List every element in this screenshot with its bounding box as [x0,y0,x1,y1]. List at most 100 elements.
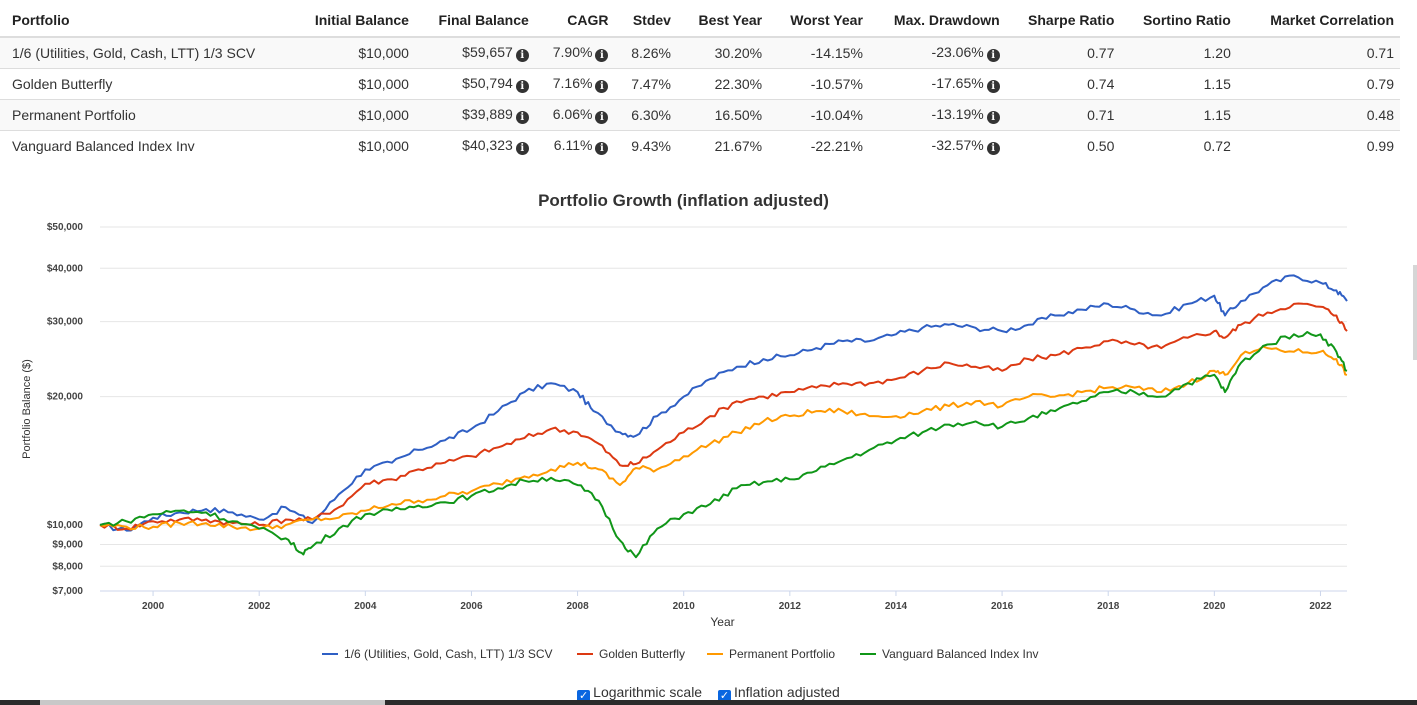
info-circle-icon[interactable]: i [986,80,1000,93]
cell-sharpe-ratio: 0.77 [1005,37,1121,69]
info-circle-icon[interactable]: i [595,111,609,124]
stdev-value: 9.43% [631,138,671,154]
series-line[interactable] [99,302,1348,531]
y-tick-label: $50,000 [47,222,84,233]
best-year-value: 21.67% [714,138,763,154]
sortino-ratio-value: 1.20 [1203,45,1231,61]
header-max-drawdown[interactable]: Max. Drawdown [868,4,1006,38]
x-tick-label: 2018 [1097,601,1120,612]
y-axis-label: Portfolio Balance ($) [21,359,33,459]
info-circle-icon[interactable]: i [595,49,609,62]
cell-sharpe-ratio: 0.74 [1005,68,1121,100]
checkbox-checked-icon[interactable]: ✓ [577,690,591,703]
final-balance-value: $39,889 [462,106,513,122]
x-tick-label: 2012 [779,601,802,612]
series-line[interactable] [99,274,1348,532]
checkbox-checked-icon[interactable]: ✓ [717,690,731,703]
legend-item[interactable]: Permanent Portfolio [729,647,835,661]
initial-balance-value: $10,000 [358,138,409,154]
cell-max-drawdown: -23.06% i [868,37,1006,69]
cell-portfolio: 1/6 (Utilities, Gold, Cash, LTT) 1/3 SCV [0,37,295,69]
cell-stdev: 6.30% [614,99,677,131]
sortino-ratio-value: 0.72 [1203,138,1231,154]
header-initial-balance[interactable]: Initial Balance [294,4,415,38]
header-stdev[interactable]: Stdev [614,4,677,38]
cell-cagr: 7.16% i [534,68,615,100]
table-row: Golden Butterfly $10,000 $50,794 i 7.16% i 7.4… [0,68,1400,100]
max-drawdown-value: -13.19% [931,106,984,122]
cell-initial-balance: $10,000 [294,99,415,131]
initial-balance-value: $10,000 [358,76,409,92]
info-circle-icon[interactable]: i [595,142,609,155]
logarithmic-scale-toggle[interactable]: ✓ Logarithmic scale [577,684,706,703]
header-cagr[interactable]: CAGR [534,4,615,38]
info-circle-icon[interactable]: i [515,80,529,93]
cagr-value: 7.16% [552,75,593,91]
cagr-value: 6.06% [552,106,593,122]
info-circle-icon[interactable]: i [986,49,1000,62]
table-row: 1/6 (Utilities, Gold, Cash, LTT) 1/3 SCV… [0,37,1400,69]
legend-item[interactable]: Vanguard Balanced Index Inv [882,647,1039,661]
portfolio-value: 1/6 (Utilities, Gold, Cash, LTT) 1/3 SCV [12,45,256,61]
cell-final-balance: $40,323 i [415,131,535,162]
market-correlation-value: 0.79 [1366,76,1394,92]
y-tick-label: $10,000 [47,520,84,531]
cell-max-drawdown: -17.65% i [868,68,1006,100]
sharpe-ratio-value: 0.71 [1087,107,1115,123]
cell-final-balance: $50,794 i [414,68,535,100]
header-best-year[interactable]: Best Year [676,4,769,38]
info-circle-icon[interactable]: i [515,49,529,62]
final-balance-value: $40,323 [462,137,513,153]
x-tick-label: 2002 [248,601,271,612]
info-circle-icon[interactable]: i [986,142,1000,155]
worst-year-value: -22.21% [810,138,863,154]
market-correlation-value: 0.71 [1366,45,1394,61]
cell-worst-year: -22.21% [768,131,869,162]
inflation-adjusted-toggle[interactable]: ✓ Inflation adjusted [717,684,840,703]
header-worst-year[interactable]: Worst Year [768,4,869,38]
cell-portfolio: Golden Butterfly [0,68,295,100]
x-tick-label: 2004 [354,601,377,612]
info-circle-icon[interactable]: i [595,80,609,93]
header-sharpe-ratio[interactable]: Sharpe Ratio [1005,4,1121,38]
cell-max-drawdown: -32.57% i [869,131,1006,162]
sortino-ratio-value: 1.15 [1203,107,1231,123]
horizontal-scrollbar-thumb[interactable] [40,700,385,705]
cell-worst-year: -10.57% [768,68,869,100]
sharpe-ratio-value: 0.50 [1087,138,1115,154]
cell-portfolio: Vanguard Balanced Index Inv [0,131,295,162]
table-header-row: Portfolio Initial Balance Final Balance CAG… [0,4,1400,38]
horizontal-scrollbar[interactable] [0,700,1417,705]
info-circle-icon[interactable]: i [515,142,529,155]
worst-year-value: -10.04% [810,107,863,123]
cell-market-correlation: 0.99 [1237,131,1400,162]
best-year-value: 22.30% [714,76,763,92]
statistics-table: Portfolio Initial Balance Final Balance CAG… [0,4,1400,161]
inflation-adjusted-label: Inflation adjusted [733,684,840,700]
cell-worst-year: -14.15% [768,37,869,69]
y-tick-label: $30,000 [47,317,84,328]
stdev-value: 6.30% [631,107,671,123]
x-tick-label: 2008 [566,601,589,612]
cell-stdev: 9.43% [614,131,677,162]
cell-market-correlation: 0.48 [1236,99,1400,131]
header-market-correlation[interactable]: Market Correlation [1236,4,1400,38]
info-circle-icon[interactable]: i [515,111,529,124]
cell-stdev: 8.26% [614,37,677,69]
legend-item[interactable]: 1/6 (Utilities, Gold, Cash, LTT) 1/3 SCV [344,647,553,661]
portfolio-value: Golden Butterfly [12,76,113,92]
portfolio-value: Permanent Portfolio [12,107,136,123]
series-line[interactable] [99,331,1348,559]
info-circle-icon[interactable]: i [986,111,1000,124]
series-line[interactable] [99,345,1348,532]
vertical-scrollbar-thumb[interactable] [1413,265,1417,360]
legend-item[interactable]: Golden Butterfly [599,647,685,661]
stdev-value: 8.26% [631,45,671,61]
header-portfolio[interactable]: Portfolio [0,4,295,38]
stdev-value: 7.47% [631,76,671,92]
initial-balance-value: $10,000 [358,107,409,123]
worst-year-value: -10.57% [810,76,863,92]
header-final-balance[interactable]: Final Balance [414,4,535,38]
x-tick-label: 2010 [673,601,696,612]
header-sortino-ratio[interactable]: Sortino Ratio [1120,4,1237,38]
